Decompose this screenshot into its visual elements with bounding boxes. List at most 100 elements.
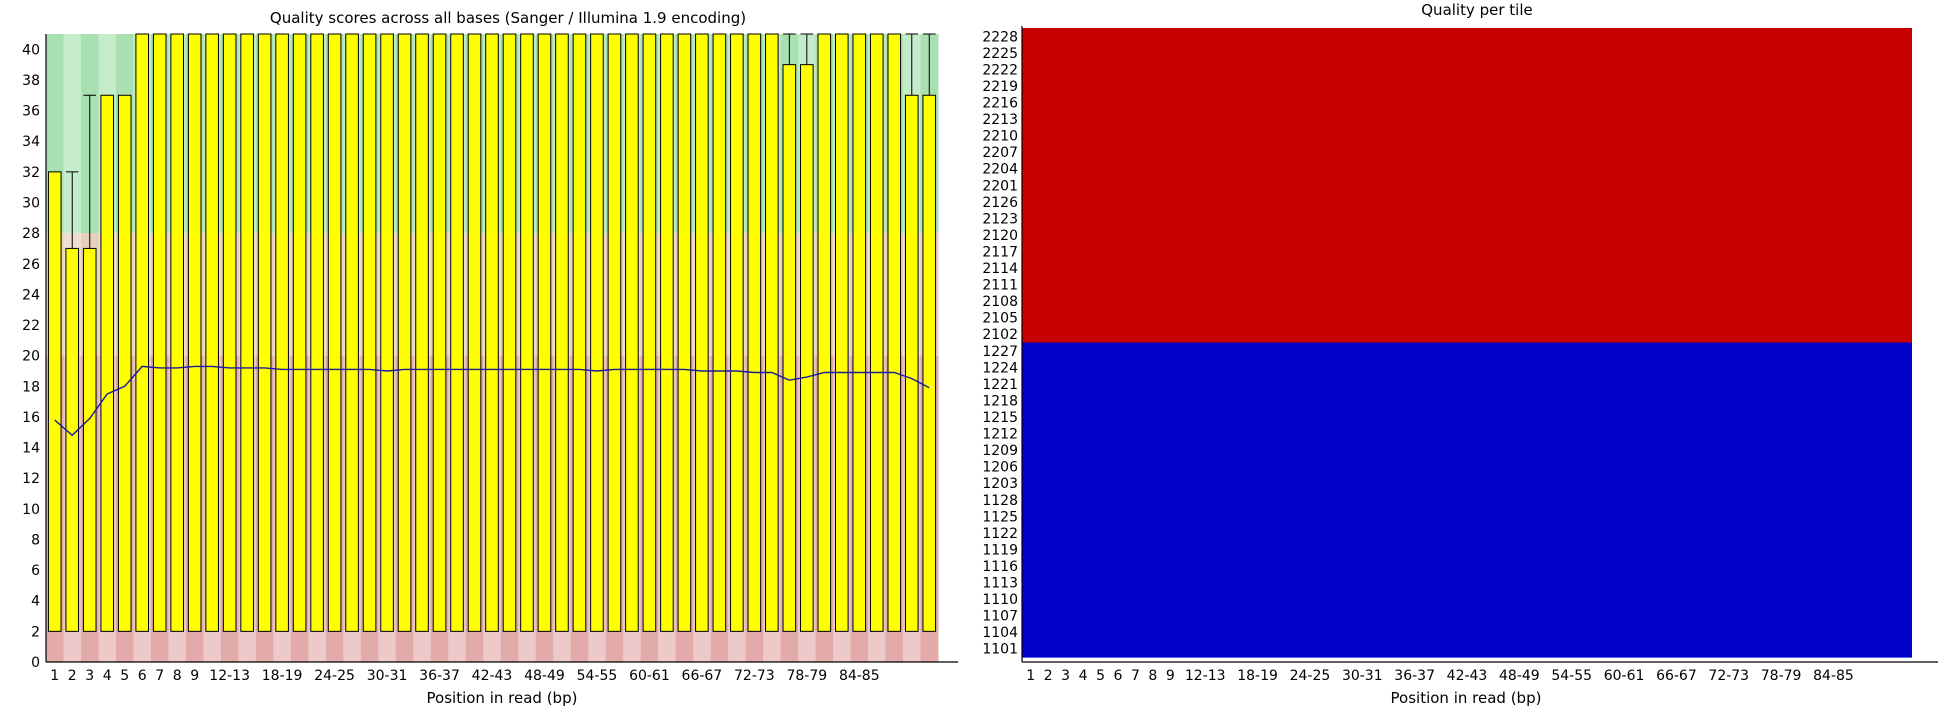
- box-74-75: [765, 33, 779, 632]
- tile-row-1119: [1022, 541, 1912, 559]
- tile-labels: 2228222522222219221622132210220722042201…: [982, 29, 1018, 657]
- heatmap-x-tick-label: 78-79: [1761, 668, 1802, 684]
- x-tick-label: 18-19: [262, 668, 303, 684]
- tile-row-2213: [1022, 110, 1912, 128]
- heatmap-x-tick-label: 3: [1061, 668, 1070, 684]
- tile-row-2102: [1022, 325, 1912, 344]
- tile-label: 1212: [982, 427, 1018, 443]
- box-9: [187, 33, 202, 632]
- tile-label: 1209: [982, 443, 1018, 459]
- tile-label: 2120: [982, 228, 1018, 244]
- tile-row-2123: [1022, 210, 1912, 228]
- tile-row-2219: [1022, 77, 1912, 95]
- box-5: [117, 94, 132, 632]
- tile-label: 1104: [982, 625, 1018, 641]
- heatmap-cells: [1022, 28, 1912, 658]
- tile-label: 1110: [982, 592, 1018, 608]
- tile-label: 1128: [982, 493, 1018, 509]
- heatmap-x-tick-label: 72-73: [1708, 668, 1749, 684]
- box-60-61: [642, 33, 657, 632]
- box-86-87: [869, 33, 884, 632]
- y-tick-label: 40: [22, 42, 40, 58]
- y-tick-label: 22: [22, 318, 40, 334]
- tile-label: 1101: [982, 642, 1018, 658]
- x-tick-label: 72-73: [734, 668, 775, 684]
- y-tick-label: 32: [22, 165, 40, 181]
- tile-row-2222: [1022, 61, 1912, 79]
- tile-label: 2117: [982, 244, 1018, 260]
- tile-row-1209: [1022, 441, 1912, 459]
- box-44-45: [502, 33, 517, 632]
- box-52-53: [572, 33, 587, 632]
- x-tick-label: 7: [155, 668, 164, 684]
- box-34-35: [415, 33, 429, 632]
- box-42-43: [485, 33, 499, 632]
- tile-label: 2213: [982, 112, 1018, 128]
- tile-label: 1116: [982, 559, 1018, 575]
- x-tick-label: 5: [120, 668, 129, 684]
- tile-label: 2201: [982, 178, 1018, 194]
- tile-row-1110: [1022, 590, 1912, 608]
- boxplot-xlabel: Position in read (bp): [427, 689, 578, 707]
- heatmap-x-tick-label: 24-25: [1290, 668, 1331, 684]
- box-24-25: [327, 33, 342, 632]
- heatmap-x-tick-labels: 1 2 3 4 5 6 7 8 9 12-13 18-19 24-25 30-31 36-37 42-43 4…: [1026, 668, 1854, 684]
- heatmap-x-tick-label: 60-61: [1604, 668, 1645, 684]
- box-30-31: [380, 33, 394, 632]
- x-tick-label: 60-61: [629, 668, 670, 684]
- heatmap-x-tick-label: 66-67: [1656, 668, 1697, 684]
- box-18-19: [275, 33, 289, 632]
- tile-label: 2216: [982, 95, 1018, 111]
- box-14-15: [240, 33, 254, 632]
- tile-row-1116: [1022, 557, 1912, 575]
- box-64-65: [677, 33, 692, 632]
- box-90-91: [904, 94, 919, 632]
- tile-label: 1218: [982, 393, 1018, 409]
- y-tick-label: 20: [22, 349, 40, 365]
- box-38-39: [450, 33, 464, 632]
- y-tick-label: 38: [22, 73, 40, 89]
- tile-row-2105: [1022, 309, 1912, 327]
- box-56-57: [607, 33, 622, 632]
- tile-row-2108: [1022, 292, 1912, 310]
- y-tick-label: 24: [22, 287, 40, 303]
- tile-row-2207: [1022, 143, 1912, 162]
- y-tick-label: 34: [22, 134, 40, 150]
- heatmap-x-tick-label: 36-37: [1394, 668, 1435, 684]
- y-tick-label: 26: [22, 257, 40, 273]
- heatmap-x-tick-label: 84-85: [1813, 668, 1854, 684]
- tile-row-1215: [1022, 408, 1912, 426]
- heatmap-x-tick-label: 1: [1026, 668, 1035, 684]
- box-20-21: [292, 33, 307, 632]
- y-tick-label: 4: [31, 594, 40, 610]
- tile-row-1107: [1022, 607, 1912, 625]
- zone-good-band: [63, 34, 82, 234]
- tile-label: 2123: [982, 211, 1018, 227]
- box-54-55: [590, 33, 604, 632]
- tile-row-1101: [1022, 640, 1912, 658]
- heatmap-x-tick-label: 7: [1131, 668, 1140, 684]
- x-tick-label: 4: [103, 668, 112, 684]
- tile-label: 1107: [982, 609, 1018, 625]
- x-tick-label: 1: [50, 668, 59, 684]
- x-tick-label: 36-37: [419, 668, 460, 684]
- box-76-77: [782, 64, 797, 632]
- box-12-13: [222, 33, 237, 632]
- x-tick-label: 48-49: [524, 668, 565, 684]
- tile-row-1113: [1022, 574, 1912, 592]
- tile-label: 2204: [982, 162, 1018, 178]
- box-22-23: [310, 33, 324, 632]
- tile-row-2201: [1022, 176, 1912, 195]
- tile-label: 1125: [982, 509, 1018, 525]
- y-tick-label: 12: [22, 471, 40, 487]
- x-tick-label: 3: [85, 668, 94, 684]
- tile-row-1206: [1022, 458, 1912, 476]
- box-66-67: [695, 33, 709, 632]
- box-3: [82, 247, 97, 632]
- tile-label: 1206: [982, 460, 1018, 476]
- box-26-27: [345, 33, 359, 632]
- tile-label: 2210: [982, 129, 1018, 145]
- box-10-11: [205, 33, 219, 632]
